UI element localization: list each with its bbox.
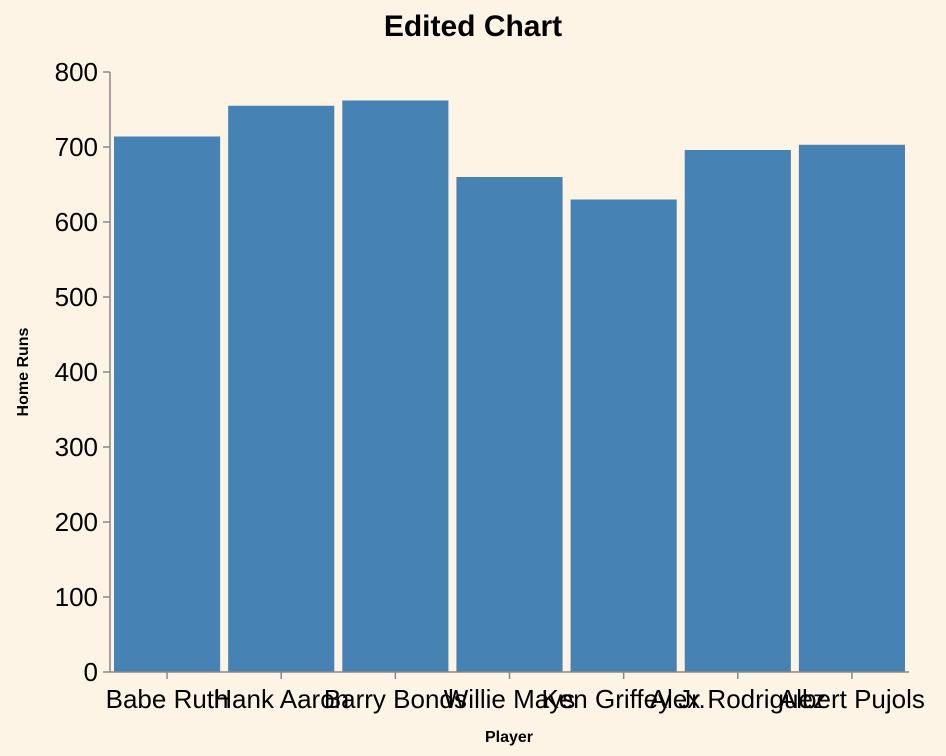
y-tick-label: 700 [55, 132, 98, 162]
bar-barry-bonds [342, 100, 449, 672]
x-axis-title: Player [485, 729, 533, 746]
y-tick-label: 800 [55, 57, 98, 87]
y-tick-label: 300 [55, 432, 98, 462]
bar-alex-rodriguez [684, 150, 791, 672]
y-axis: 0 100 200 300 400 500 600 700 800 [55, 57, 111, 687]
x-tick-label: Ken Griffey Jr. [542, 684, 706, 714]
bars-group [114, 100, 905, 672]
x-tick-label: Albert Pujols [779, 684, 925, 714]
y-tick-label: 200 [55, 507, 98, 537]
x-tick-label: Willie Mays [444, 684, 575, 714]
y-axis-title: Home Runs [15, 327, 32, 416]
bar-ken-griffey-jr [570, 199, 677, 672]
bar-willie-mays [456, 177, 563, 672]
x-tick-label: Hank Aaron [213, 684, 349, 714]
bar-hank-aaron [228, 105, 335, 672]
x-tick-label: Alex Rodriguez [650, 684, 826, 714]
bar-babe-ruth [114, 136, 221, 672]
chart-title: Edited Chart [384, 10, 562, 43]
bar-albert-pujols [798, 144, 905, 672]
y-tick-label: 600 [55, 207, 98, 237]
y-tick-label: 400 [55, 357, 98, 387]
x-tick-label: Barry Bonds [324, 684, 467, 714]
y-tick-label: 0 [84, 657, 98, 687]
y-tick-label: 500 [55, 282, 98, 312]
y-tick-label: 100 [55, 582, 98, 612]
x-tick-label: Babe Ruth [106, 684, 229, 714]
